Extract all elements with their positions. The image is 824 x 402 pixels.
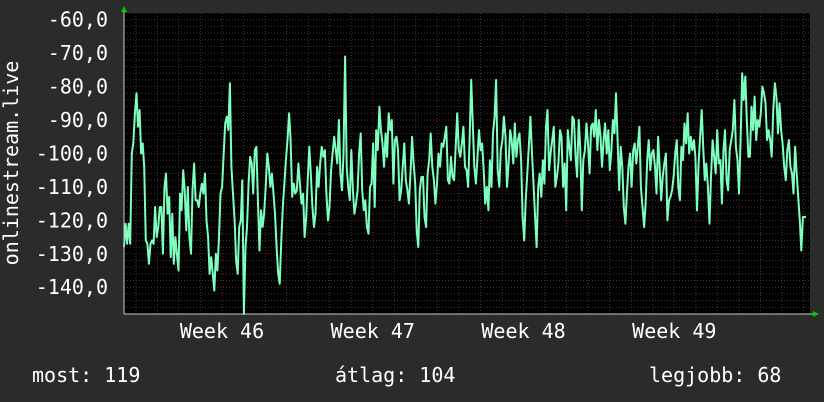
stat-current: most: 119 [32,363,140,387]
y-axis-tick-labels: -60,0 -70,0 -80,0 -90,0 -100,0 -110,0 -120,0 -1… [36,8,108,300]
y-tick-label: -140,0 [36,275,108,299]
series-line [123,55,806,315]
y-tick-label: -130,0 [36,242,108,266]
y-axis-label: onlinestream.live [0,61,23,266]
axes [121,6,819,317]
x-tick-label: Week 49 [632,319,716,343]
x-axis-arrow-icon [813,311,819,317]
stat-average: átlag: 104 [335,363,455,387]
x-axis-tick-labels: Week 46 Week 47 Week 48 Week 49 [180,319,717,343]
y-tick-label: -110,0 [36,175,108,199]
y-axis-arrow-icon [121,6,127,12]
y-tick-label: -90,0 [48,108,108,132]
y-tick-label: -60,0 [48,8,108,32]
x-tick-label: Week 48 [481,319,565,343]
stat-best: legjobb: 68 [649,363,781,387]
y-tick-label: -80,0 [48,75,108,99]
y-tick-label: -70,0 [48,41,108,65]
grid [124,12,810,315]
y-tick-label: -100,0 [36,141,108,165]
x-tick-label: Week 46 [180,319,264,343]
y-tick-label: -120,0 [36,208,108,232]
x-tick-label: Week 47 [331,319,415,343]
